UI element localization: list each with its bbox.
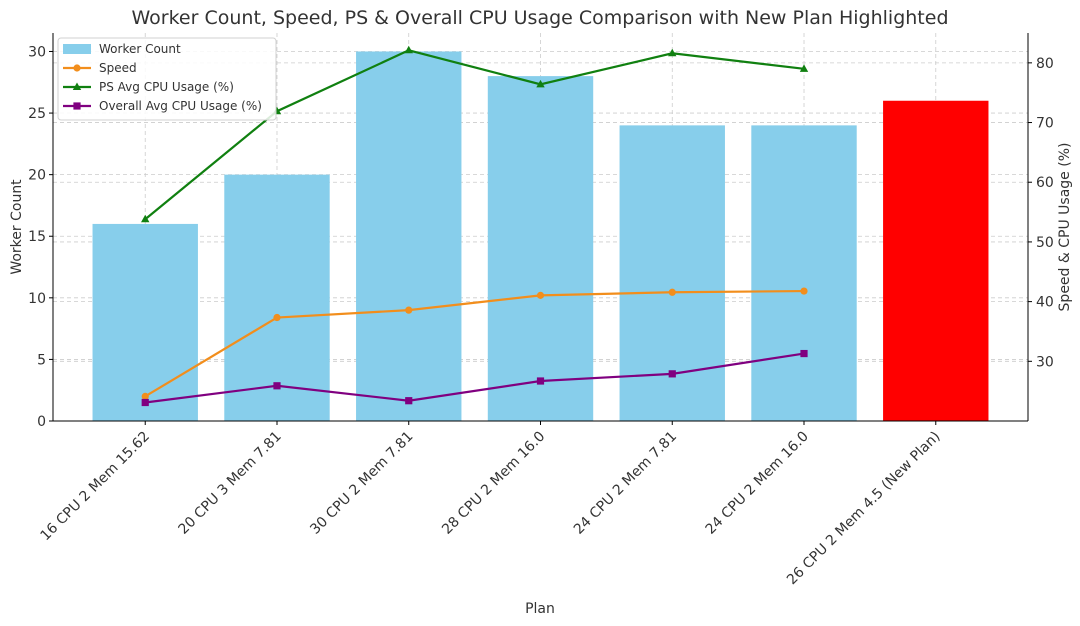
marker-speed: [800, 287, 808, 295]
legend-swatch-worker-count: [63, 44, 91, 54]
legend-marker-speed: [73, 64, 81, 72]
marker-speed: [273, 313, 281, 322]
bar-worker-count-new-plan: [883, 100, 989, 421]
bar-worker-count: [751, 125, 857, 421]
marker-speed: [536, 291, 545, 299]
marker-overall-avg-cpu-usage: [273, 382, 281, 390]
left-y-tick-label: 30: [28, 44, 46, 60]
legend-label-overall-avg-cpu-usage: Overall Avg CPU Usage (%): [99, 99, 262, 113]
marker-speed: [405, 306, 413, 314]
x-tick-label: 24 CPU 2 Mem 7.81: [571, 429, 680, 538]
marker-speed: [668, 288, 676, 296]
x-tick-label: 20 CPU 3 Mem 7.81: [176, 429, 285, 538]
marker-overall-avg-cpu-usage: [405, 397, 413, 405]
x-tick-label: 28 CPU 2 Mem 16.0: [439, 429, 548, 538]
left-y-tick-label: 25: [28, 106, 46, 122]
marker-ps-avg-cpu-usage: [141, 214, 150, 223]
legend-label-worker-count: Worker Count: [99, 42, 181, 56]
legend: Worker Count Speed PS Avg CPU Usage (%) Ove…: [57, 37, 277, 121]
left-y-tick-label: 5: [37, 352, 46, 368]
left-y-tick-label: 15: [28, 229, 46, 245]
bar-worker-count: [92, 223, 198, 421]
left-y-tick-label: 10: [28, 291, 46, 307]
right-y-tick-label: 40: [1036, 295, 1054, 311]
marker-ps-avg-cpu-usage: [799, 64, 809, 72]
legend-label-ps-avg-cpu-usage: PS Avg CPU Usage (%): [99, 80, 234, 94]
legend-box: [57, 37, 277, 121]
bar-worker-count: [224, 174, 330, 421]
left-y-ticks: 0 5 10 15 20 25 30: [28, 44, 53, 430]
x-tick-label: 16 CPU 2 Mem 15.62: [38, 429, 154, 545]
marker-ps-avg-cpu-usage: [536, 79, 545, 88]
lines: [141, 45, 809, 407]
legend-marker-ps-avg-cpu-usage: [72, 82, 82, 90]
right-y-tick-label: 80: [1036, 56, 1054, 72]
legend-label-speed: Speed: [99, 61, 137, 75]
marker-overall-avg-cpu-usage: [141, 398, 149, 407]
chart-title: Worker Count, Speed, PS & Overall CPU Us…: [132, 7, 949, 29]
left-y-axis-label: Worker Count: [9, 179, 25, 275]
right-y-tick-label: 70: [1036, 116, 1054, 132]
right-y-tick-label: 50: [1036, 235, 1054, 251]
legend-marker-overall-avg-cpu-usage: [73, 102, 81, 110]
marker-overall-avg-cpu-usage: [800, 349, 808, 358]
left-y-tick-label: 20: [28, 168, 46, 184]
left-y-tick-label: 0: [37, 414, 46, 430]
line-ps-avg-cpu-usage: [144, 49, 805, 221]
line-speed: [144, 289, 805, 398]
right-y-ticks: 30 40 50 60 70 80: [1028, 56, 1054, 370]
bar-worker-count: [356, 51, 462, 421]
x-tick-label: 24 CPU 2 Mem 16.0: [703, 429, 812, 538]
marker-overall-avg-cpu-usage: [536, 377, 545, 385]
bars: [92, 51, 989, 421]
marker-ps-avg-cpu-usage: [404, 45, 413, 54]
marker-speed: [141, 392, 149, 400]
right-y-tick-label: 30: [1036, 354, 1054, 370]
x-tick-label: 30 CPU 2 Mem 7.81: [307, 429, 416, 538]
right-y-axis-label: Speed & CPU Usage (%): [1057, 143, 1073, 312]
x-tick-labels: 16 CPU 2 Mem 15.62 20 CPU 3 Mem 7.81 30 CP…: [38, 421, 944, 588]
x-axis-label: Plan: [525, 601, 555, 617]
x-tick-label: 26 CPU 2 Mem 4.5 (New Plan): [784, 429, 944, 589]
line-overall-avg-cpu-usage: [145, 352, 805, 404]
marker-ps-avg-cpu-usage: [668, 48, 677, 57]
right-y-tick-label: 60: [1036, 175, 1054, 191]
bar-worker-count: [487, 76, 594, 421]
marker-overall-avg-cpu-usage: [668, 370, 676, 378]
